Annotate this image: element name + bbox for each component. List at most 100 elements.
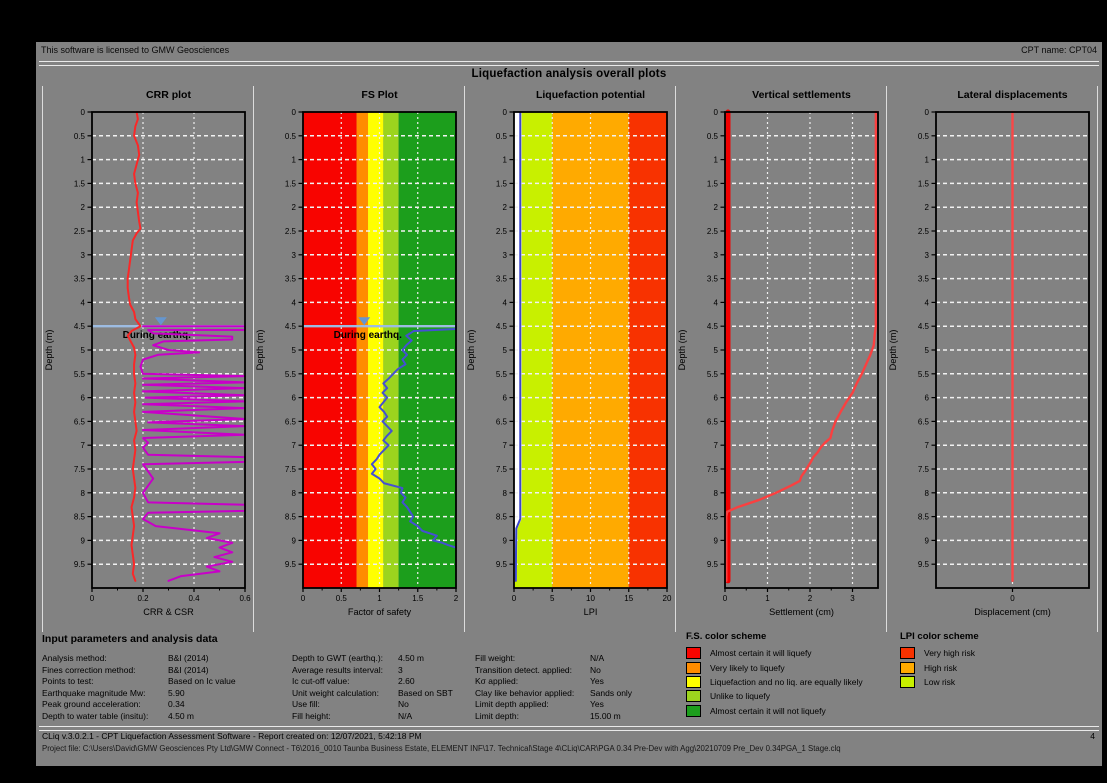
parameter-label: Kσ applied: bbox=[475, 676, 519, 686]
plot-title: Liquefaction potential bbox=[536, 89, 645, 101]
parameter-label: Points to test: bbox=[42, 676, 94, 686]
report-title: Liquefaction analysis overall plots bbox=[471, 68, 667, 80]
y-tick-label: 2.5 bbox=[918, 227, 930, 236]
x-axis-label: Displacement (cm) bbox=[974, 607, 1051, 617]
y-tick-label: 6.5 bbox=[285, 417, 297, 426]
x-tick-label: 0 bbox=[512, 594, 517, 603]
x-tick-label: 0 bbox=[90, 594, 95, 603]
y-tick-label: 0.5 bbox=[918, 132, 930, 141]
y-tick-label: 0 bbox=[81, 108, 86, 117]
y-tick-label: 1.5 bbox=[285, 179, 297, 188]
x-tick-label: 0.4 bbox=[188, 594, 200, 603]
legend-swatch-icon bbox=[686, 661, 701, 674]
input-parameters-column-2: Depth to GWT (earthq.): 4.50 m Average res… bbox=[292, 653, 453, 722]
series-csr bbox=[139, 325, 246, 582]
y-tick-label: 9.5 bbox=[74, 560, 86, 569]
parameter-row: Average results interval: 3 bbox=[292, 665, 453, 677]
y-tick-label: 4.5 bbox=[918, 322, 930, 331]
y-tick-label: 8 bbox=[714, 489, 719, 498]
horizontal-gridlines bbox=[514, 135, 667, 565]
input-parameters-column-3: Fill weight: N/A Transition detect. applie… bbox=[475, 653, 632, 722]
parameter-row: Fill height: N/A bbox=[292, 711, 453, 723]
plot-canvas-lateral-displacements: 0 0.5 1 1.5 2 2.5 3 3.5 4 4.5 5 5.5 6 6.5 7 7.5 8 8.5 9 9.5… bbox=[888, 89, 1090, 617]
parameter-row: Fill weight: N/A bbox=[475, 653, 632, 665]
vertical-gridlines bbox=[142, 112, 195, 588]
x-tick-label: 1 bbox=[377, 594, 382, 603]
y-tick-label: 9 bbox=[714, 536, 719, 545]
y-tick-label: 8.5 bbox=[285, 513, 297, 522]
y-tick-label: 8 bbox=[503, 489, 508, 498]
parameter-value: 4.50 m bbox=[168, 710, 194, 721]
parameter-row: Unit weight calculation: Based on SBT bbox=[292, 688, 453, 700]
parameter-label: Limit depth: bbox=[475, 710, 519, 721]
y-tick-label: 5 bbox=[503, 346, 508, 355]
y-tick-label: 6 bbox=[714, 394, 719, 403]
legend-item: Almost certain it will liquefy bbox=[686, 646, 863, 660]
y-tick-label: 7 bbox=[503, 441, 508, 450]
y-tick-label: 4 bbox=[925, 298, 930, 307]
y-tick-label: 3 bbox=[714, 251, 719, 260]
y-tick-label: 3.5 bbox=[74, 275, 86, 284]
x-tick-label: 15 bbox=[624, 594, 633, 603]
legend-item: Very likely to liquefy bbox=[686, 660, 863, 674]
parameter-value: Based on SBT bbox=[398, 687, 453, 698]
plot-liquefaction-potential: 0 0.5 1 1.5 2 2.5 3 3.5 4 4.5 5 5.5 6 6.5 7 7.5 8 8.5 9 9.5… bbox=[464, 86, 675, 632]
y-tick-label: 4.5 bbox=[496, 322, 508, 331]
x-tick-label: 10 bbox=[586, 594, 595, 603]
legend-label: Low risk bbox=[924, 676, 956, 687]
fs-legend-title: F.S. color scheme bbox=[686, 631, 767, 642]
series-fs bbox=[370, 325, 457, 549]
water-table-marker-icon bbox=[358, 317, 371, 326]
plot-fs-plot: During earthq. 0 0.5 1 1.5 2 2.5 3 3.5 4 4.5 5 5.5 6 6… bbox=[253, 86, 464, 632]
y-tick-label: 4 bbox=[292, 298, 297, 307]
plot-canvas-crr-plot: During earthq. 0 0.5 1 1.5 2 2.5 3 3.5 4 4.5 5 5.5 6 6… bbox=[44, 89, 251, 617]
parameter-row: Limit depth applied: Yes bbox=[475, 699, 632, 711]
vertical-gridlines bbox=[340, 112, 419, 588]
x-tick-label: 1 bbox=[765, 594, 770, 603]
parameter-label: Analysis method: bbox=[42, 653, 107, 663]
legend-item: Unlike to liquefy bbox=[686, 689, 863, 703]
y-tick-label: 8 bbox=[81, 489, 86, 498]
cpt-name-label: CPT name: CPT04 bbox=[1021, 45, 1097, 55]
y-tick-label: 8.5 bbox=[918, 513, 930, 522]
y-tick-label: 7 bbox=[292, 441, 297, 450]
y-tick-label: 4.5 bbox=[285, 322, 297, 331]
y-axis-label: Depth (m) bbox=[255, 330, 265, 371]
y-tick-label: 0 bbox=[292, 108, 297, 117]
x-axis-label: Factor of safety bbox=[348, 607, 412, 617]
y-tick-label: 1 bbox=[925, 156, 930, 165]
axis-ticks-and-labels: 0 0.5 1 1.5 2 2.5 3 3.5 4 4.5 5 5.5 6 6.5 7 7.5 8 8.5 9 9.5… bbox=[496, 108, 672, 603]
axis-ticks-and-labels: 0 0.5 1 1.5 2 2.5 3 3.5 4 4.5 5 5.5 6 6.5 7 7.5 8 8.5 9 9.5… bbox=[707, 108, 855, 603]
input-parameters-title: Input parameters and analysis data bbox=[42, 633, 218, 645]
legend-swatch-icon bbox=[686, 704, 701, 717]
y-tick-label: 7 bbox=[714, 441, 719, 450]
x-axis-label: Settlement (cm) bbox=[769, 607, 834, 617]
y-tick-label: 0.5 bbox=[74, 132, 86, 141]
x-tick-label: 0.5 bbox=[336, 594, 348, 603]
footer-software-info: CLiq v.3.0.2.1 - CPT Liquefaction Assess… bbox=[42, 731, 422, 741]
y-tick-label: 7.5 bbox=[496, 465, 508, 474]
y-tick-label: 2.5 bbox=[74, 227, 86, 236]
parameter-value: B&I (2014) bbox=[168, 653, 209, 663]
parameter-value: N/A bbox=[398, 710, 413, 721]
parameter-label: Transition detect. applied: bbox=[475, 664, 573, 675]
legend-label: Very high risk bbox=[924, 648, 976, 659]
y-tick-label: 5 bbox=[81, 346, 86, 355]
parameter-value: No bbox=[590, 664, 601, 675]
legend-swatch-icon bbox=[686, 690, 701, 703]
parameter-row: Fines correction method: B&I (2014) bbox=[42, 665, 236, 677]
parameter-value: 2.60 bbox=[398, 676, 415, 686]
y-tick-label: 5 bbox=[292, 346, 297, 355]
x-axis-label: LPI bbox=[584, 607, 598, 617]
legend-swatch-icon bbox=[900, 661, 915, 674]
y-axis-label: Depth (m) bbox=[466, 330, 476, 371]
legend-item: High risk bbox=[900, 660, 979, 674]
y-tick-label: 4.5 bbox=[74, 322, 86, 331]
report-page: This software is licensed to GMW Geoscie… bbox=[36, 42, 1102, 766]
legend-swatch-icon bbox=[900, 675, 915, 688]
parameter-row: Points to test: Based on Ic value bbox=[42, 676, 236, 688]
legend-label: Almost certain it will not liquefy bbox=[710, 705, 826, 716]
y-tick-label: 7.5 bbox=[707, 465, 719, 474]
plot-vertical-settlements: 0 0.5 1 1.5 2 2.5 3 3.5 4 4.5 5 5.5 6 6.5 7 7.5 8 8.5 9 9.5… bbox=[675, 86, 886, 632]
legend-item: Low risk bbox=[900, 675, 979, 689]
